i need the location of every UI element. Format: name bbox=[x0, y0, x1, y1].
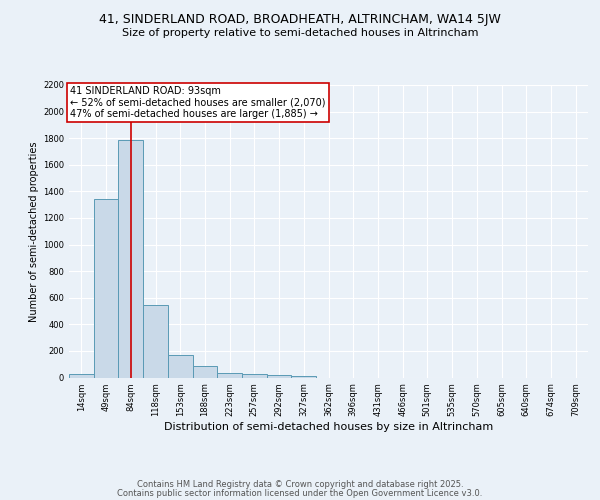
Text: Size of property relative to semi-detached houses in Altrincham: Size of property relative to semi-detach… bbox=[122, 28, 478, 38]
X-axis label: Distribution of semi-detached houses by size in Altrincham: Distribution of semi-detached houses by … bbox=[164, 422, 493, 432]
Y-axis label: Number of semi-detached properties: Number of semi-detached properties bbox=[29, 141, 39, 322]
Bar bbox=[143, 305, 168, 378]
Text: 41 SINDERLAND ROAD: 93sqm
← 52% of semi-detached houses are smaller (2,070)
47% : 41 SINDERLAND ROAD: 93sqm ← 52% of semi-… bbox=[70, 86, 326, 119]
Text: Contains public sector information licensed under the Open Government Licence v3: Contains public sector information licen… bbox=[118, 489, 482, 498]
Bar bbox=[292, 376, 316, 378]
Bar bbox=[118, 140, 143, 378]
Text: 41, SINDERLAND ROAD, BROADHEATH, ALTRINCHAM, WA14 5JW: 41, SINDERLAND ROAD, BROADHEATH, ALTRINC… bbox=[99, 12, 501, 26]
Bar bbox=[168, 355, 193, 378]
Bar bbox=[267, 375, 292, 378]
Bar bbox=[69, 374, 94, 378]
Bar bbox=[242, 374, 267, 378]
Bar bbox=[193, 366, 217, 378]
Bar bbox=[217, 373, 242, 378]
Text: Contains HM Land Registry data © Crown copyright and database right 2025.: Contains HM Land Registry data © Crown c… bbox=[137, 480, 463, 489]
Bar bbox=[94, 200, 118, 378]
